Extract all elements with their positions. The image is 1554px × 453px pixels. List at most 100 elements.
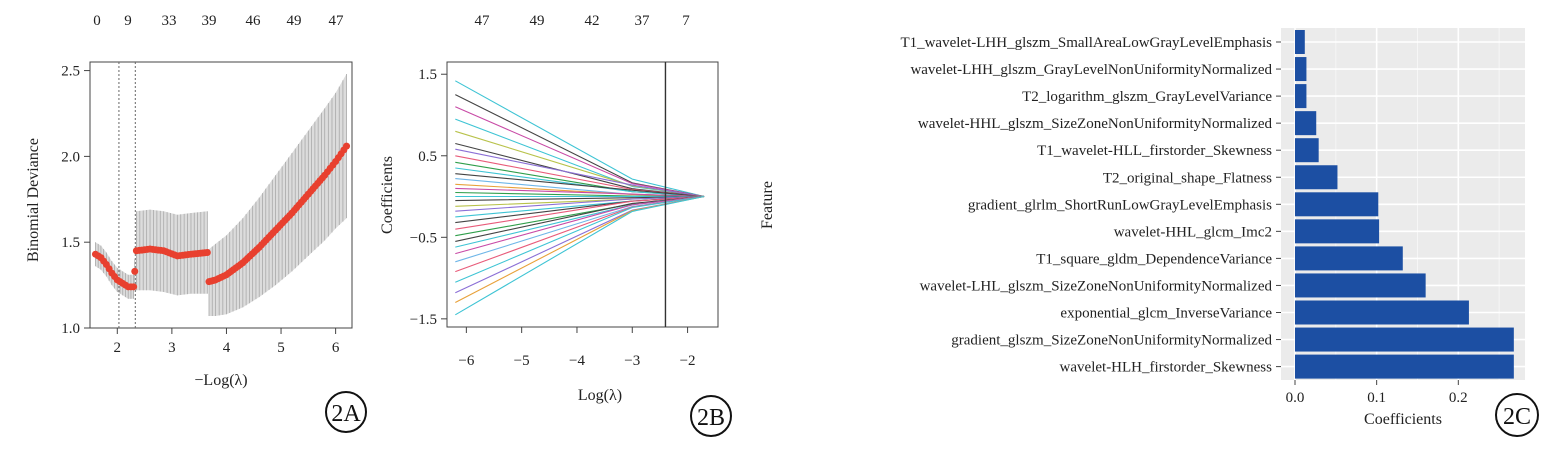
- panel-tag-2a-label: 2A: [331, 401, 361, 427]
- panel-2a-data-layer: 2 3 4 5 6 1.0 1.5 2.0 2.5 0 9 33 39 46 49 47: [61, 13, 351, 356]
- feature-label: T1_square_gldm_DependenceVariance: [1036, 251, 1272, 267]
- feature-label: gradient_glszm_SizeZoneNonUniformityNorm…: [951, 333, 1272, 349]
- y-tick-label: −1.5: [410, 312, 437, 328]
- x-tick-label: 0.2: [1449, 390, 1468, 406]
- x-tick-label: −2: [680, 353, 696, 369]
- panel-2c: T1_wavelet-LHH_glszm_SmallAreaLowGrayLev…: [759, 28, 1525, 428]
- x-tick-label: −3: [624, 353, 640, 369]
- top-count-label: 49: [530, 13, 545, 29]
- x-tick-label: 3: [168, 340, 176, 356]
- x-tick-label: 5: [277, 340, 285, 356]
- feature-bar: [1295, 84, 1307, 109]
- feature-label: wavelet-HHL_glszm_SizeZoneNonUniformityN…: [918, 116, 1273, 132]
- feature-bar: [1295, 300, 1469, 325]
- top-count-label: 47: [329, 13, 345, 29]
- panel-2a: 2 3 4 5 6 1.0 1.5 2.0 2.5 0 9 33 39 46 49 47 −Log(λ) Bi…: [25, 13, 353, 389]
- coefficient-path: [455, 195, 705, 255]
- panel-tag-2c: 2C: [1495, 393, 1539, 437]
- top-count-label: 39: [202, 13, 217, 29]
- ci-band: [209, 74, 347, 316]
- top-count-label: 0: [93, 13, 101, 29]
- coefficient-path: [455, 195, 705, 273]
- panel-tag-2b-circle: [690, 395, 732, 437]
- x-tick-label: 2: [114, 340, 122, 356]
- coefficient-path: [455, 167, 705, 198]
- coefficient-path: [455, 195, 705, 263]
- feature-bar: [1295, 327, 1514, 352]
- y-tick-label: −0.5: [410, 230, 437, 246]
- feature-bar: [1295, 354, 1514, 379]
- coefficient-path: [455, 195, 705, 316]
- coefficient-path: [455, 155, 705, 198]
- feature-bar: [1295, 273, 1426, 298]
- panel-2c-data-layer: T1_wavelet-LHH_glszm_SmallAreaLowGrayLev…: [900, 28, 1525, 406]
- deviance-point: [130, 283, 138, 291]
- coefficient-path: [455, 80, 705, 198]
- feature-label: gradient_glrlm_ShortRunLowGrayLevelEmpha…: [968, 197, 1272, 213]
- coefficient-path: [455, 187, 705, 198]
- x-tick-label: 0.0: [1286, 390, 1305, 406]
- feature-bar: [1295, 165, 1338, 190]
- coefficient-path: [455, 195, 705, 212]
- x-tick-label: −4: [569, 353, 585, 369]
- feature-label: exponential_glcm_InverseVariance: [1060, 306, 1272, 322]
- feature-label: wavelet-HLH_firstorder_Skewness: [1060, 360, 1273, 376]
- deviance-point: [343, 142, 351, 150]
- top-count-label: 42: [585, 13, 600, 29]
- coefficient-path: [455, 148, 705, 198]
- coefficient-path: [455, 94, 705, 198]
- coefficient-path: [455, 195, 705, 242]
- panel-tag-2b-label: 2B: [697, 405, 725, 431]
- feature-label: wavelet-HHL_glcm_Imc2: [1114, 224, 1272, 240]
- top-count-label: 33: [162, 13, 177, 29]
- y-tick-label: 2.0: [61, 149, 80, 165]
- coefficient-path: [455, 195, 705, 230]
- feature-bar: [1295, 219, 1380, 244]
- feature-label: T2_logarithm_glszm_GrayLevelVariance: [1022, 89, 1272, 105]
- top-count-label: 47: [475, 13, 491, 29]
- feature-bar: [1295, 138, 1319, 163]
- panel-2b-xlabel: Log(λ): [578, 387, 622, 404]
- coefficient-path: [455, 195, 705, 303]
- panel-2b-plot-frame: [446, 61, 719, 328]
- y-tick-label: 0.5: [418, 149, 437, 165]
- panel-2a-xlabel: −Log(λ): [194, 372, 247, 389]
- x-tick-label: −6: [458, 353, 474, 369]
- x-tick-label: 6: [332, 340, 340, 356]
- top-count-label: 7: [682, 13, 690, 29]
- panel-tag-2a: 2A: [325, 391, 367, 433]
- panel-2b-data-layer: −6 −5 −4 −3 −2 1.5 0.5 −0.5 −1.5 47 49 42 37 7: [410, 13, 705, 369]
- top-count-label: 46: [246, 13, 262, 29]
- coefficient-path: [455, 106, 705, 198]
- panel-2b-ylabel: Coefficients: [379, 156, 396, 234]
- feature-bar: [1295, 246, 1403, 271]
- feature-label: wavelet-LHH_glszm_GrayLevelNonUniformity…: [910, 62, 1272, 78]
- x-tick-label: 0.1: [1367, 390, 1386, 406]
- feature-label: T1_wavelet-HLL_firstorder_Skewness: [1037, 143, 1272, 159]
- panel-tag-2b: 2B: [690, 395, 732, 437]
- panel-tag-2a-circle: [325, 391, 367, 433]
- feature-bar: [1295, 57, 1307, 82]
- feature-label: wavelet-LHL_glszm_SizeZoneNonUniformityN…: [920, 278, 1273, 294]
- feature-bar: [1295, 111, 1317, 136]
- y-tick-label: 2.5: [61, 64, 80, 80]
- coefficient-path: [455, 191, 705, 198]
- coefficient-path: [455, 195, 705, 283]
- deviance-point: [203, 248, 211, 256]
- coefficient-path: [455, 195, 705, 202]
- top-count-label: 49: [287, 13, 302, 29]
- y-tick-label: 1.5: [61, 235, 80, 251]
- y-tick-label: 1.5: [418, 67, 437, 83]
- panel-2c-ylabel: Feature: [759, 181, 776, 229]
- x-tick-label: 4: [223, 340, 231, 356]
- panel-tag-2c-label: 2C: [1503, 404, 1531, 430]
- top-count-label: 37: [635, 13, 651, 29]
- feature-bar: [1295, 192, 1379, 217]
- coefficient-path: [455, 173, 705, 198]
- deviance-point: [131, 267, 139, 275]
- panel-2c-xlabel: Coefficients: [1364, 411, 1442, 428]
- coefficient-path: [455, 195, 705, 294]
- top-count-label: 9: [124, 13, 132, 29]
- panel-tag-2c-circle: [1495, 393, 1539, 437]
